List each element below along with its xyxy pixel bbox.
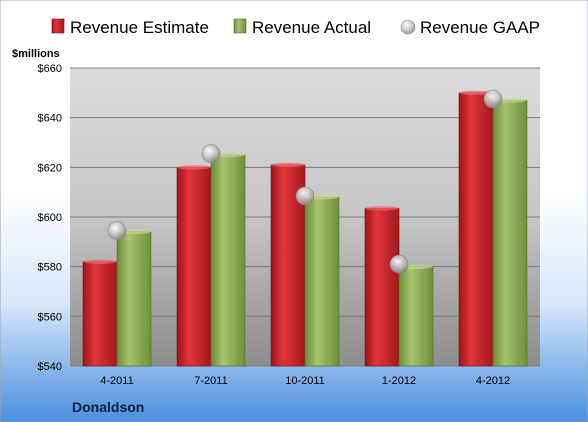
estimate-bar-7-2011	[176, 167, 212, 367]
estimate-bar-cap-10-2011	[271, 162, 305, 168]
estimate-bar-4-2012	[458, 92, 494, 367]
y-tick-label: $660	[38, 63, 62, 75]
unit-label: $millions	[12, 48, 60, 60]
legend-swatch-0	[51, 18, 65, 34]
y-tick-label: $580	[38, 262, 62, 274]
gaap-marker-1-2012	[389, 254, 409, 274]
estimate-bar-cap-4-2011	[83, 259, 117, 264]
legend-swatch-2	[400, 19, 416, 35]
y-tick-label: $540	[38, 361, 62, 373]
actual-bar-4-2011	[116, 231, 152, 367]
x-tick-labels: 4-2011 7-2011 10-2011 1-2012 4-2012	[100, 375, 510, 387]
estimate-bar-cap-7-2011	[177, 165, 211, 170]
bars-layer	[82, 90, 528, 367]
legend: Revenue Estimate Revenue Actual Revenue GA…	[51, 18, 540, 37]
x-tick-label: 10-2011	[285, 375, 325, 387]
y-tick-labels: $540 $560 $580 $600 $620 $640 $660	[38, 63, 62, 373]
gaap-marker-7-2011	[201, 144, 221, 163]
y-tick-label: $560	[38, 311, 62, 323]
actual-bar-1-2012	[398, 266, 434, 367]
gaap-marker-4-2012	[483, 89, 503, 109]
legend-label-0: Revenue Estimate	[70, 18, 209, 37]
y-tick-label: $640	[38, 113, 62, 125]
legend-label-2: Revenue GAAP	[420, 18, 540, 37]
x-tick-label: 4-2011	[100, 375, 133, 387]
actual-bar-10-2011	[304, 196, 340, 367]
y-tick-label: $600	[38, 212, 62, 224]
estimate-bar-1-2012	[364, 208, 400, 367]
x-tick-label: 1-2012	[382, 375, 416, 387]
estimate-bar-cap-4-2012	[459, 90, 493, 96]
legend-label-1: Revenue Actual	[252, 18, 371, 37]
estimate-bar-4-2011	[82, 261, 118, 367]
markers-layer	[107, 89, 503, 274]
company-name: Donaldson	[72, 399, 144, 415]
x-tick-label: 7-2011	[194, 375, 227, 387]
y-tick-label: $620	[38, 162, 62, 174]
actual-bar-4-2012	[492, 99, 528, 367]
legend-swatch-1	[233, 18, 247, 34]
actual-bar-7-2011	[210, 154, 246, 367]
gaap-marker-10-2011	[295, 186, 315, 206]
gaap-marker-4-2011	[107, 221, 127, 240]
estimate-bar-cap-1-2012	[365, 206, 399, 211]
x-tick-label: 4-2012	[476, 375, 510, 387]
